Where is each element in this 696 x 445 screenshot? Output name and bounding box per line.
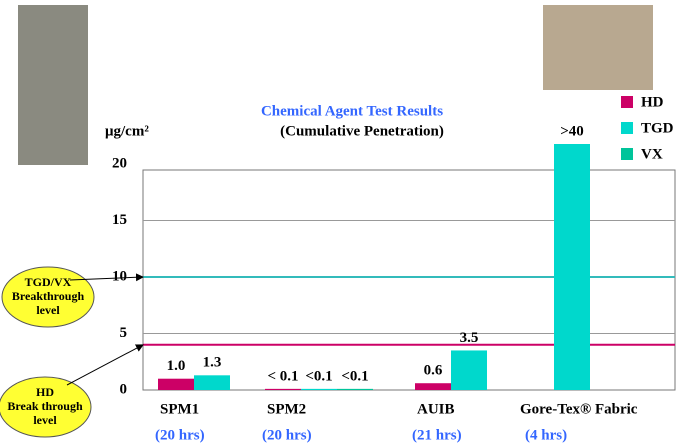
x-tick-label: SPM1 [160,401,199,417]
y-axis-label: μg/cm² [105,123,149,139]
callout-arrow [67,345,143,385]
chart-title: Chemical Agent Test Results [261,103,443,119]
value-label: 1.3 [203,355,222,371]
bar [415,383,451,390]
reference-label: Breakthrough [12,289,85,303]
reference-label: HD [36,385,54,399]
legend-swatch [621,122,633,134]
y-tick-label: 0 [120,381,128,397]
bar [337,389,373,390]
reference-label: level [33,413,57,427]
value-label: >40 [560,123,584,139]
bar [301,389,337,390]
chart: Chemical Agent Test Results (Cumulative … [0,0,696,445]
legend-label: TGD [641,120,674,136]
bar [158,379,194,390]
reference-label: level [36,303,60,317]
bar [554,144,590,390]
value-label: <0.1 [305,368,332,384]
bar [451,350,487,390]
x-tick-label: AUIB [417,401,455,417]
category-note: (20 hrs) [262,427,312,443]
photo-soldier [18,5,88,165]
bar [194,375,230,390]
category-note: (4 hrs) [525,427,567,443]
reference-label: TGD/VX [25,275,72,289]
bar [265,389,301,390]
y-tick-label: 20 [112,155,127,171]
legend-swatch [621,96,633,108]
legend-label: VX [641,146,663,162]
photo-lab [543,5,653,90]
category-note: (21 hrs) [412,427,462,443]
legend-swatch [621,148,633,160]
value-label: < 0.1 [267,368,298,384]
chart-subtitle: (Cumulative Penetration) [280,123,444,139]
value-label: 1.0 [167,358,186,374]
reference-label: Break through [7,399,83,413]
y-tick-label: 15 [112,212,127,228]
legend-label: HD [641,94,664,110]
plot-frame [143,170,675,390]
x-tick-label: Gore-Tex® Fabric [520,401,638,417]
y-tick-label: 5 [120,325,128,341]
value-label: <0.1 [341,368,368,384]
value-label: 3.5 [460,330,479,346]
category-note: (20 hrs) [155,427,205,443]
x-tick-label: SPM2 [267,401,306,417]
value-label: 0.6 [424,363,443,379]
y-tick-label: 10 [112,268,127,284]
